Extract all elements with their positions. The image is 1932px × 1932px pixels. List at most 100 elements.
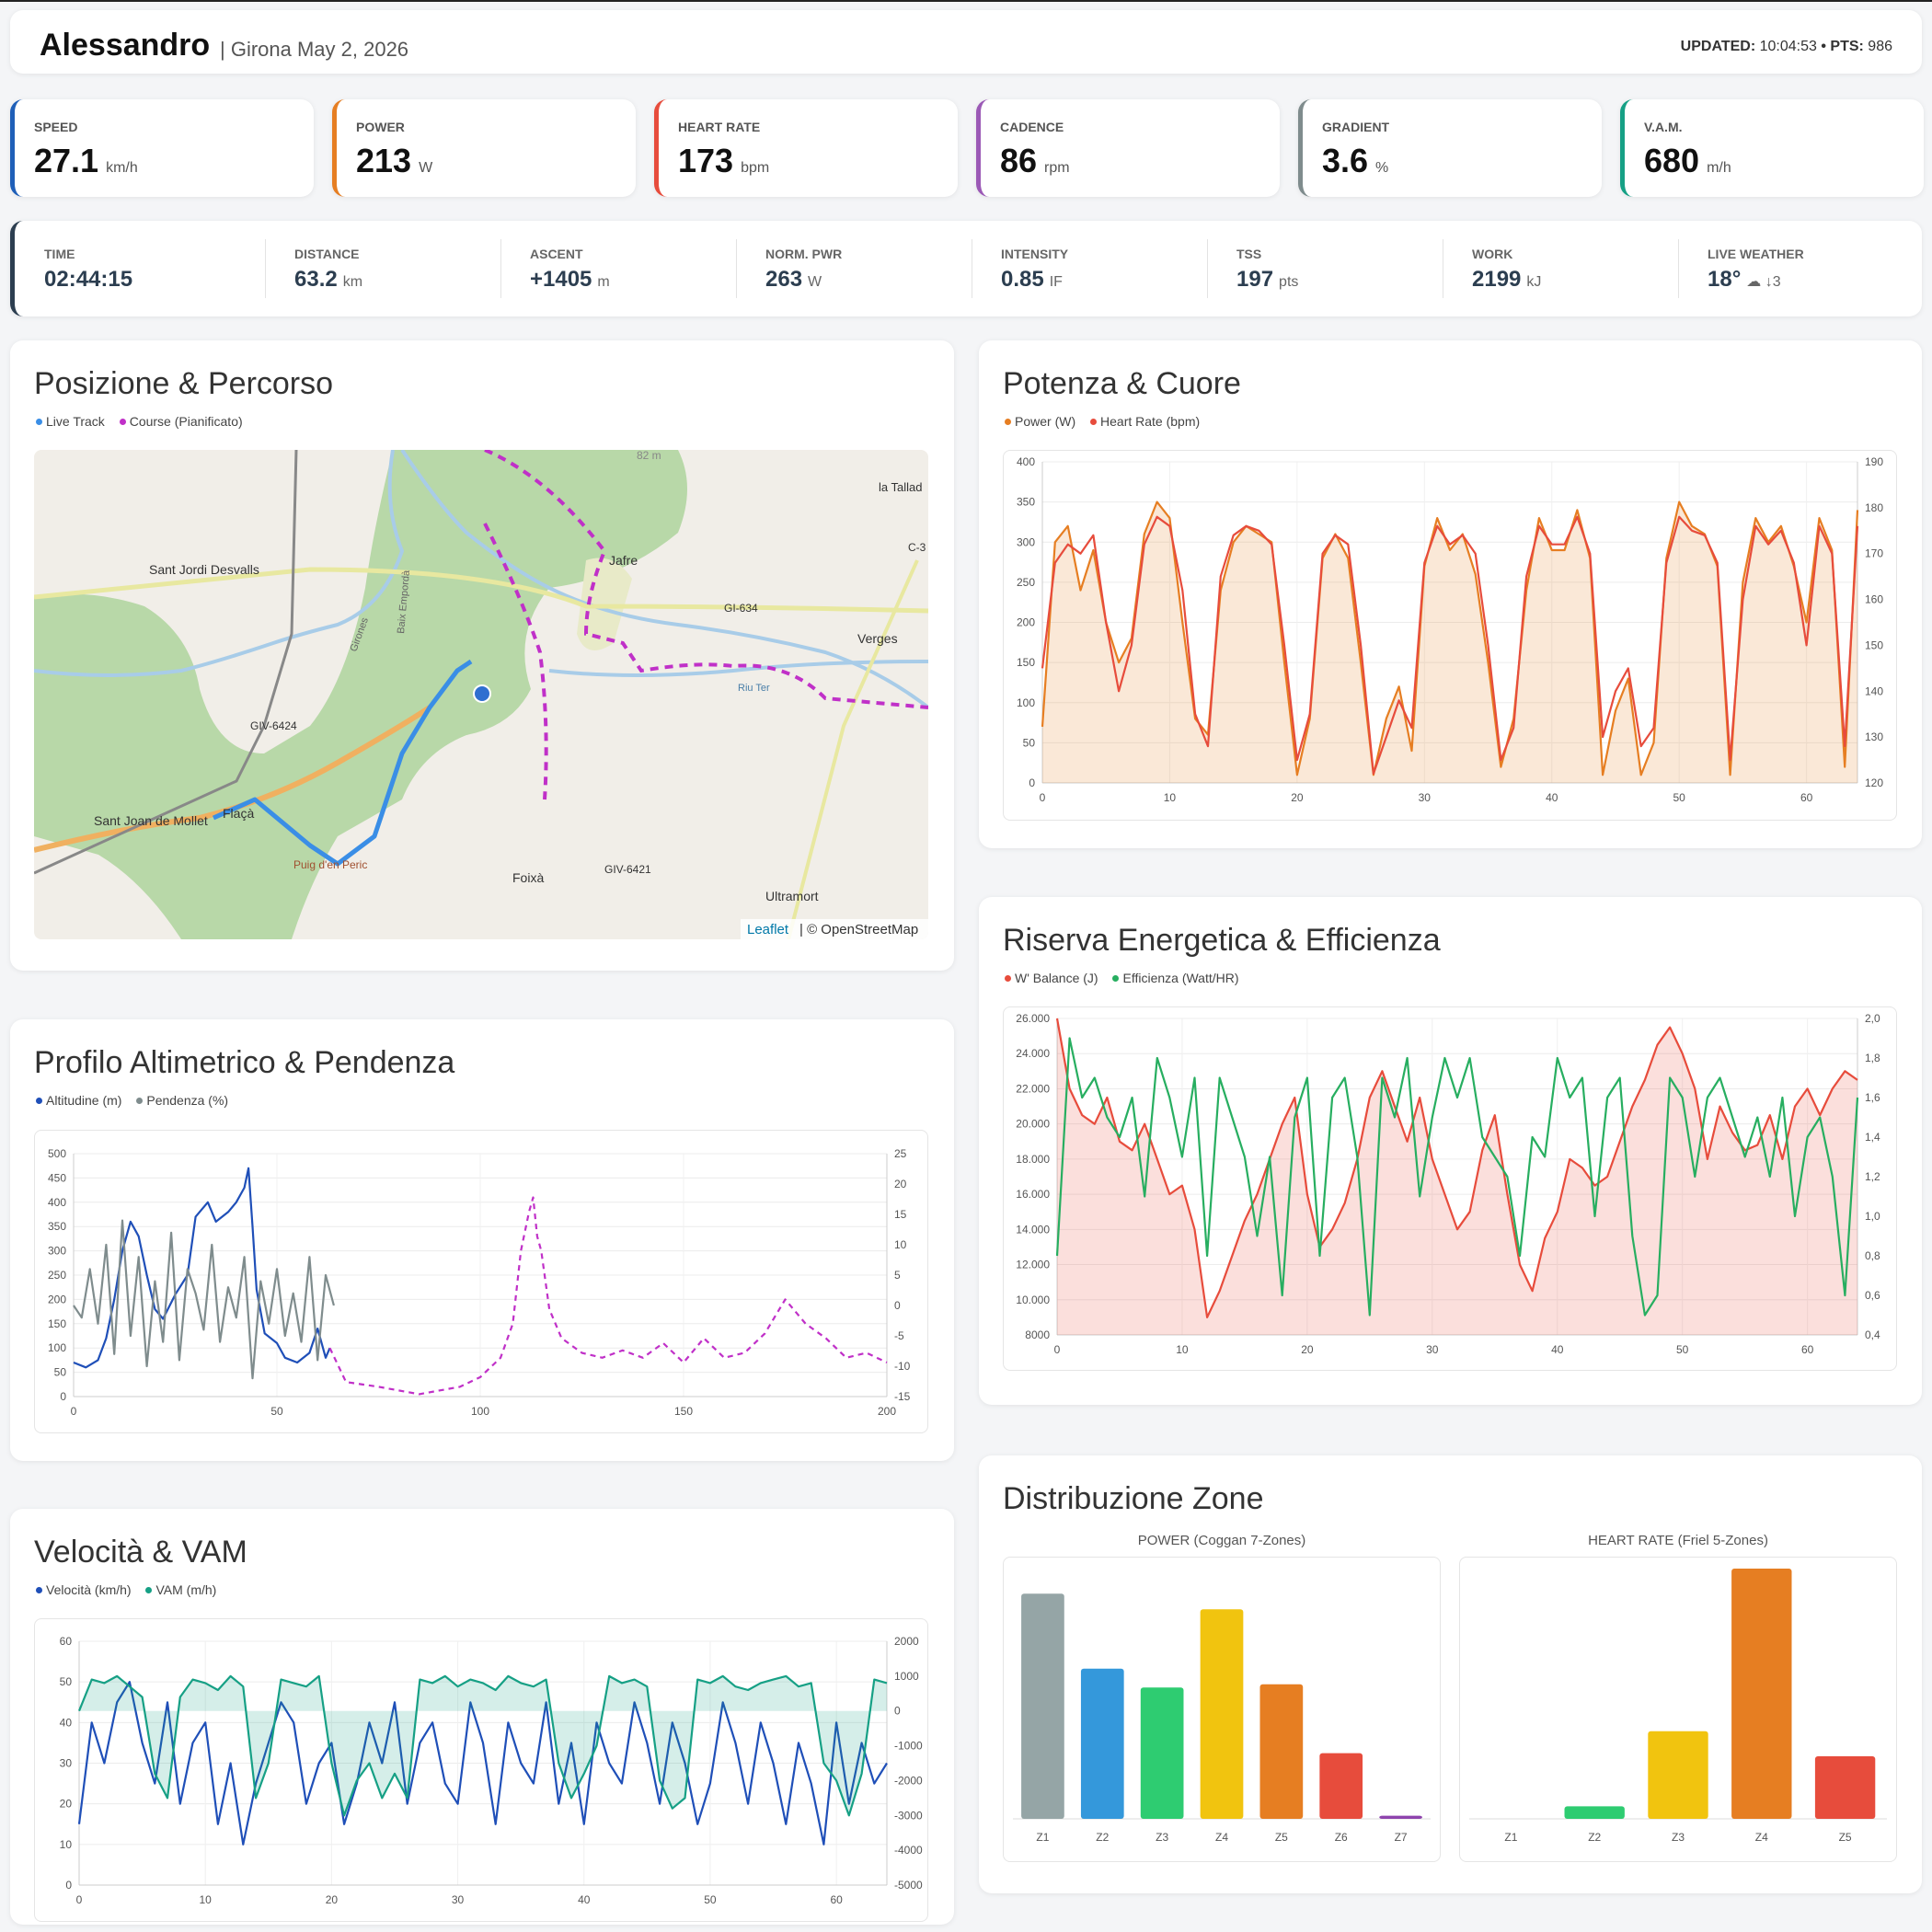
legend-live-track[interactable]: Live Track xyxy=(34,414,105,429)
legend-vam[interactable]: VAM (m/h) xyxy=(144,1582,216,1597)
metric-label: SPEED xyxy=(34,120,78,134)
legend-efficiency[interactable]: Efficienza (Watt/HR) xyxy=(1110,971,1239,985)
legend-dot-icon xyxy=(36,1098,42,1105)
stat-divider xyxy=(736,239,737,298)
stat-distance: DISTANCE 63.2 km xyxy=(265,221,500,316)
metric-number: 213 xyxy=(356,142,412,179)
y-tick-label: 100 xyxy=(1017,696,1035,709)
chart-frame: 0 50 100 150 200 250 300 350 400 450 500 -15 -10 -5 0 5… xyxy=(34,1130,928,1433)
legend-gradient[interactable]: Pendenza (%) xyxy=(134,1093,228,1108)
chart-frame: 0 10 20 30 40 50 60 -5000 -4000 -3000 -2000 -1000 0 1… xyxy=(34,1618,928,1922)
wbal-panel: Riserva Energetica & Efficienza W' Balan… xyxy=(979,897,1922,1405)
location-date: | Girona May 2, 2026 xyxy=(220,38,409,61)
legend-label: Power (W) xyxy=(1015,414,1076,429)
road xyxy=(787,559,919,939)
x-tick-label: 50 xyxy=(1676,1343,1689,1356)
x-tick-label: 30 xyxy=(1419,791,1432,804)
power-zones-title: POWER (Coggan 7-Zones) xyxy=(1137,1533,1306,1548)
y2-tick-label: 0,8 xyxy=(1865,1249,1880,1262)
y2-tick-label: 1,6 xyxy=(1865,1091,1880,1104)
zone-bar-z4 xyxy=(1731,1569,1792,1819)
x-tick-label: 40 xyxy=(1546,791,1558,804)
power-hr-panel: Potenza & Cuore Power (W) Heart Rate (bp… xyxy=(979,340,1922,848)
railway xyxy=(34,450,298,875)
current-position-marker[interactable] xyxy=(473,684,491,703)
legend-course[interactable]: Course (Pianificato) xyxy=(118,414,243,429)
zone-bar-z3 xyxy=(1648,1731,1708,1819)
x-tick-label: 10 xyxy=(1164,791,1177,804)
y2-tick-label: 0,4 xyxy=(1865,1328,1880,1341)
legend-wbal[interactable]: W' Balance (J) xyxy=(1003,971,1098,985)
y-tick-label: 450 xyxy=(48,1171,66,1184)
series-line-efficienza-watt-hr xyxy=(1055,1037,1859,1317)
x-tick-label: Z1 xyxy=(1036,1831,1049,1844)
map-road-label: GI-634 xyxy=(724,602,758,615)
y2-tick-label: 190 xyxy=(1865,455,1883,468)
stat-number: 02:44:15 xyxy=(44,267,133,292)
map-road-label: GIV-6421 xyxy=(604,863,651,876)
map-place-label: Sant Jordi Desvalls xyxy=(149,562,259,577)
legend-label: Course (Pianificato) xyxy=(129,414,243,429)
legend-heart-rate[interactable]: Heart Rate (bpm) xyxy=(1088,414,1200,429)
stat-divider xyxy=(500,239,501,298)
map-river-label: Riu Ter xyxy=(738,683,770,694)
y-tick-label: 50 xyxy=(60,1675,73,1688)
zone-bar-z2 xyxy=(1080,1668,1124,1819)
y2-tick-label: 1,4 xyxy=(1865,1131,1880,1144)
top-border xyxy=(0,0,1932,2)
y2-tick-label: 150 xyxy=(1865,638,1883,651)
x-tick-label: 30 xyxy=(452,1893,465,1906)
y-tick-label: 250 xyxy=(1017,576,1035,589)
legend-dot-icon xyxy=(136,1098,144,1105)
y-tick-label: 150 xyxy=(48,1317,66,1330)
y-tick-label: 14.000 xyxy=(1016,1223,1050,1236)
map-peak-label: Puig d'en Peric xyxy=(293,858,367,871)
y-tick-label: 12.000 xyxy=(1016,1259,1050,1271)
updated-time: 10:04:53 xyxy=(1759,39,1817,54)
altitude-panel: Profilo Altimetrico & Pendenza Altitudin… xyxy=(10,1019,954,1461)
x-tick-label: 0 xyxy=(71,1405,77,1418)
athlete-name: Alessandro xyxy=(40,28,211,63)
metric-number: 680 xyxy=(1644,142,1700,179)
y2-tick-label: 0 xyxy=(894,1705,901,1718)
legend-speed[interactable]: Velocità (km/h) xyxy=(34,1582,132,1597)
course-route xyxy=(484,450,928,709)
series-area-vam-m-h xyxy=(79,1675,887,1816)
y2-tick-label: -15 xyxy=(894,1390,911,1403)
wbal-efficiency-chart: 8000 10.000 12.000 14.000 16.000 18.000 20.000… xyxy=(1016,1012,1880,1356)
zone-bar-z4 xyxy=(1200,1609,1244,1819)
series-line-course-pianificato xyxy=(328,1196,888,1396)
map-view[interactable]: Sant Jordi Desvalls Jafre la Tallad Verg… xyxy=(34,450,928,939)
legend-altitude[interactable]: Altitudine (m) xyxy=(34,1093,121,1108)
x-tick-label: 40 xyxy=(578,1893,591,1906)
y2-tick-label: 20 xyxy=(894,1178,907,1190)
legend-label: W' Balance (J) xyxy=(1015,971,1098,985)
stat-time: TIME 02:44:15 xyxy=(15,221,250,316)
y-tick-label: 400 xyxy=(1017,455,1035,468)
stat-value: 18° ☁ ↓3 xyxy=(1708,267,1781,293)
stat-norm-power: NORM. PWR 263 W xyxy=(736,221,972,316)
legend-label: Altitudine (m) xyxy=(46,1093,122,1108)
y-tick-label: 22.000 xyxy=(1016,1082,1050,1095)
y-tick-label: 50 xyxy=(1023,736,1036,749)
legend-dot-icon xyxy=(119,419,126,426)
legend-dot-icon xyxy=(1005,419,1011,426)
y-tick-label: 0 xyxy=(60,1390,66,1403)
y-tick-label: 10.000 xyxy=(1016,1294,1050,1306)
y2-tick-label: 1000 xyxy=(894,1670,919,1683)
zone-bar-z6 xyxy=(1319,1753,1363,1819)
x-tick-label: 50 xyxy=(1673,791,1686,804)
zone-bar-z5 xyxy=(1259,1684,1304,1819)
leaflet-link[interactable]: Leaflet xyxy=(747,922,789,937)
x-tick-label: 10 xyxy=(1176,1343,1189,1356)
x-tick-label: Z5 xyxy=(1275,1831,1288,1844)
legend-power[interactable]: Power (W) xyxy=(1003,414,1075,429)
y2-tick-label: 160 xyxy=(1865,593,1883,606)
y-tick-label: 150 xyxy=(1017,656,1035,669)
y-tick-label: 50 xyxy=(54,1366,67,1379)
y2-tick-label: 1,2 xyxy=(1865,1170,1880,1183)
stat-value: 63.2 km xyxy=(294,267,362,293)
panel-title: Posizione & Percorso xyxy=(34,366,334,401)
metric-unit: m/h xyxy=(1707,160,1731,176)
y-tick-label: 250 xyxy=(48,1269,66,1282)
